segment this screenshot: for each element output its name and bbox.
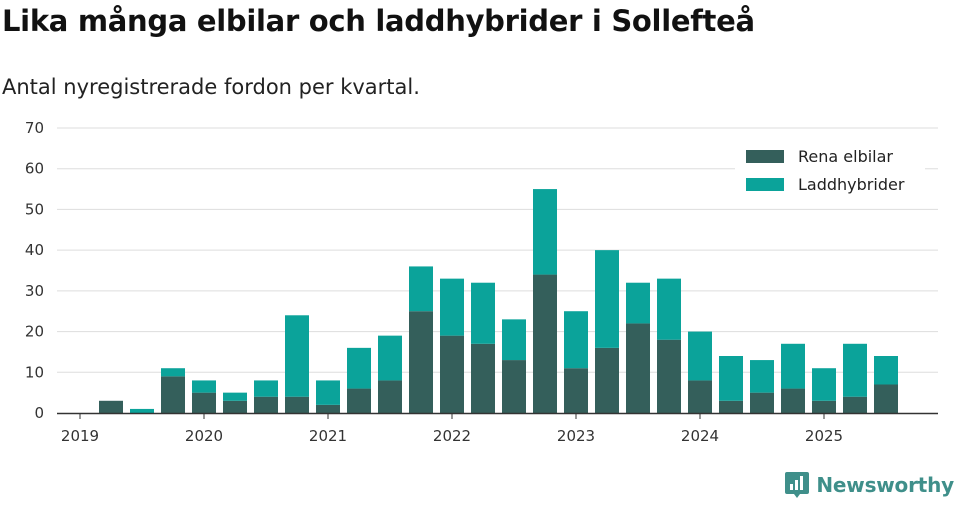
x-axis-ticks: 2019 2020 2021 2022 2023 2024 2025 — [61, 413, 843, 445]
bar-rena-elbilar — [626, 323, 650, 413]
x-tick-label: 2025 — [805, 427, 843, 445]
x-tick-label: 2023 — [557, 427, 595, 445]
bar-laddhybrider — [626, 282, 650, 324]
newsworthy-logo-icon — [785, 472, 810, 498]
bar-rena-elbilar — [99, 400, 123, 413]
bar-rena-elbilar — [719, 400, 743, 413]
bar-rena-elbilar — [750, 392, 774, 413]
bars — [99, 189, 898, 413]
bar-rena-elbilar — [347, 388, 371, 413]
bar-laddhybrider — [812, 368, 836, 401]
bar-rena-elbilar — [254, 396, 278, 413]
bar-rena-elbilar — [502, 360, 526, 413]
bar-laddhybrider — [223, 392, 247, 401]
bar-laddhybrider — [750, 360, 774, 393]
x-tick-label: 2020 — [185, 427, 223, 445]
bar-laddhybrider — [192, 380, 216, 393]
bar-laddhybrider — [347, 347, 371, 389]
x-tick-label: 2024 — [681, 427, 719, 445]
bar-rena-elbilar — [781, 388, 805, 413]
bar-laddhybrider — [254, 380, 278, 397]
bar-laddhybrider — [719, 356, 743, 401]
y-tick-label: 20 — [25, 323, 44, 341]
bar-rena-elbilar — [688, 380, 712, 413]
bar-laddhybrider — [595, 250, 619, 348]
bar-laddhybrider — [533, 189, 557, 275]
y-tick-label: 60 — [25, 160, 44, 178]
bar-laddhybrider — [440, 278, 464, 336]
bar-rena-elbilar — [595, 347, 619, 413]
x-tick-label: 2019 — [61, 427, 99, 445]
legend-swatch-rena-elbilar — [746, 150, 784, 163]
brand: Newsworthy — [784, 469, 954, 501]
bar-laddhybrider — [781, 343, 805, 389]
bar-laddhybrider — [688, 331, 712, 381]
bar-rena-elbilar — [533, 274, 557, 413]
bar-rena-elbilar — [161, 376, 185, 413]
bar-laddhybrider — [502, 319, 526, 361]
bar-laddhybrider — [130, 408, 154, 413]
bar-rena-elbilar — [409, 311, 433, 413]
y-tick-label: 0 — [34, 404, 44, 422]
bar-rena-elbilar — [223, 400, 247, 413]
y-tick-label: 30 — [25, 282, 44, 300]
bar-rena-elbilar — [285, 396, 309, 413]
brand-name: Newsworthy — [816, 473, 954, 497]
bar-laddhybrider — [657, 278, 681, 340]
legend-background — [735, 138, 925, 202]
bar-rena-elbilar — [812, 400, 836, 413]
bar-laddhybrider — [564, 311, 588, 369]
bar-rena-elbilar — [471, 343, 495, 413]
bar-rena-elbilar — [874, 384, 898, 413]
bar-laddhybrider — [409, 266, 433, 312]
legend: Rena elbilar Laddhybrider — [735, 138, 925, 202]
y-tick-label: 50 — [25, 200, 44, 218]
bar-rena-elbilar — [657, 339, 681, 413]
chart-subtitle: Antal nyregistrerade fordon per kvartal. — [2, 75, 420, 99]
bar-laddhybrider — [874, 356, 898, 385]
legend-swatch-laddhybrider — [746, 178, 784, 191]
y-tick-label: 10 — [25, 363, 44, 381]
x-tick-label: 2021 — [309, 427, 347, 445]
legend-label: Rena elbilar — [798, 147, 893, 166]
bar-laddhybrider — [285, 315, 309, 397]
bar-laddhybrider — [471, 282, 495, 344]
bar-rena-elbilar — [440, 335, 464, 413]
chart-title: Lika många elbilar och laddhybrider i So… — [2, 4, 755, 38]
y-tick-label: 40 — [25, 241, 44, 259]
bar-rena-elbilar — [316, 404, 340, 413]
bar-laddhybrider — [161, 368, 185, 377]
y-axis-ticks: 0 10 20 30 40 50 60 70 — [25, 119, 44, 422]
bar-laddhybrider — [316, 380, 340, 405]
bar-laddhybrider — [843, 343, 867, 397]
legend-label: Laddhybrider — [798, 175, 905, 194]
bar-rena-elbilar — [378, 380, 402, 413]
bar-rena-elbilar — [564, 368, 588, 413]
bar-laddhybrider — [378, 335, 402, 381]
x-tick-label: 2022 — [433, 427, 471, 445]
bar-rena-elbilar — [192, 392, 216, 413]
y-tick-label: 70 — [25, 119, 44, 137]
bar-rena-elbilar — [843, 396, 867, 413]
